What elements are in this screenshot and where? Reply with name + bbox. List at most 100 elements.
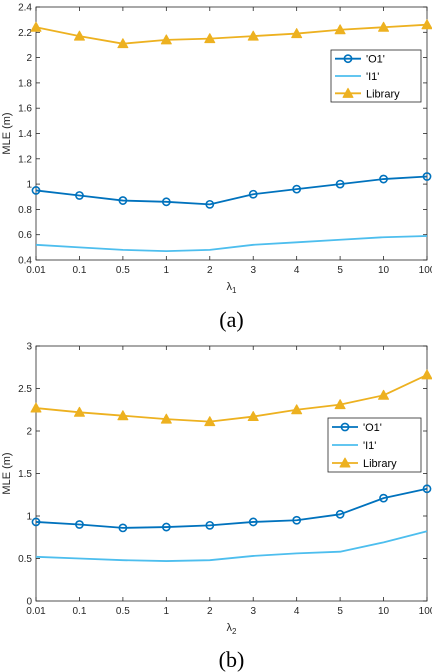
y-tick-label: 1.6 [18,104,32,115]
series-2 [30,19,432,49]
y-tick-label: 1 [26,180,32,191]
x-tick-label: 100 [419,606,432,617]
series-0 [31,172,432,209]
x-tick-label: 0.01 [26,265,46,276]
x-tick-label: 5 [337,606,343,617]
x-axis-label-sub: 1 [232,286,237,295]
data-point [378,21,390,32]
y-tick-label: 0.5 [18,554,32,565]
data-point [334,399,346,410]
panel-b: 0.01 0.1 0.5 1 2 3 4 5 10 100 0 0.5 1 1.5 2 2.5 3 MLE (m)… [1,342,432,672]
legend-label: Library [366,88,400,100]
legend-label: 'O1' [366,54,385,66]
y-tick-label: 2 [26,427,32,438]
x-tick-label: 5 [337,265,343,276]
legend: 'O1' 'I1' Library [327,417,422,473]
x-axis-label-main: λ [227,622,233,634]
y-tick-label: 1.5 [18,469,32,480]
data-point [31,517,41,527]
x-tick-label: 10 [378,606,390,617]
x-tick-label: 4 [294,606,300,617]
data-point [421,369,432,380]
data-point [292,515,302,525]
series-1 [35,235,428,253]
legend-marker [342,87,354,98]
y-axis-label: MLE (m) [1,452,13,494]
data-point [422,484,432,494]
data-point [205,199,215,209]
x-axis-label: λ1 [227,281,238,295]
data-point [335,179,345,189]
data-point [75,520,84,529]
data-point [160,413,172,424]
x-tick-label: 0.5 [116,265,130,276]
legend-label: Library [363,458,397,470]
data-point [379,493,388,503]
x-axis-label-main: λ [227,281,233,293]
legend-label: 'I1' [366,71,379,83]
data-point [161,197,171,207]
data-point [421,19,432,30]
data-point [379,174,388,184]
y-tick-label: 1.2 [18,154,32,165]
y-tick-label: 0 [26,597,32,608]
x-tick-label: 2 [207,606,213,617]
x-tick-label: 0.1 [72,265,86,276]
data-point [117,410,129,421]
series-line [35,235,428,253]
data-point [247,411,259,422]
data-point [118,523,128,533]
axes-box [35,345,428,602]
data-point [378,389,390,400]
data-point [73,406,85,417]
y-tick-label: 0.8 [18,205,32,216]
data-point [30,402,42,413]
x-tick-label: 3 [250,265,256,276]
panel-a: 0.01 0.1 0.5 1 2 3 4 5 10 100 0.4 0.6 0.8 1 1.2 1.4 1.6 1… [1,3,432,332]
x-tick-label: 10 [378,265,390,276]
data-point [335,509,345,519]
x-axis-label: λ2 [227,622,238,636]
series-line [35,530,428,562]
data-point [334,24,346,35]
data-point [75,191,84,200]
panel-caption: (b) [219,647,245,672]
legend-label: 'O1' [363,422,382,434]
x-tick-label: 4 [294,265,300,276]
y-tick-label: 2 [26,53,32,64]
data-point [30,21,42,32]
y-tick-label: 0.4 [18,256,32,267]
legend-marker [343,54,353,64]
legend-label: 'I1' [363,440,376,452]
y-axis-label: MLE (m) [1,112,13,154]
x-tick-label: 0.5 [116,606,130,617]
x-tick-label: 0.01 [26,606,46,617]
x-axis-label-sub: 2 [232,627,237,636]
legend: 'O1' 'I1' Library [330,49,422,103]
series-line [35,374,428,423]
series-line [35,487,428,529]
y-tick-label: 1 [26,512,32,523]
legend-marker [339,457,351,468]
data-point [292,184,302,194]
series-0 [31,484,432,533]
y-tick-label: 0.6 [18,230,32,241]
y-tick-label: 2.4 [18,3,32,14]
data-point [160,34,172,45]
panel-caption: (a) [219,307,243,332]
data-point [291,404,303,415]
y-tick-label: 2.2 [18,28,32,39]
x-tick-label: 1 [164,265,170,276]
data-point [31,186,41,195]
data-point [422,172,432,181]
x-tick-label: 2 [207,265,213,276]
axes-box [35,6,428,261]
x-tick-label: 100 [419,265,432,276]
x-tick-label: 1 [164,606,170,617]
series-line [35,23,428,45]
x-tick-label: 3 [250,606,256,617]
data-point [204,416,216,427]
y-tick-label: 1.4 [18,129,32,140]
series-line [35,175,428,206]
